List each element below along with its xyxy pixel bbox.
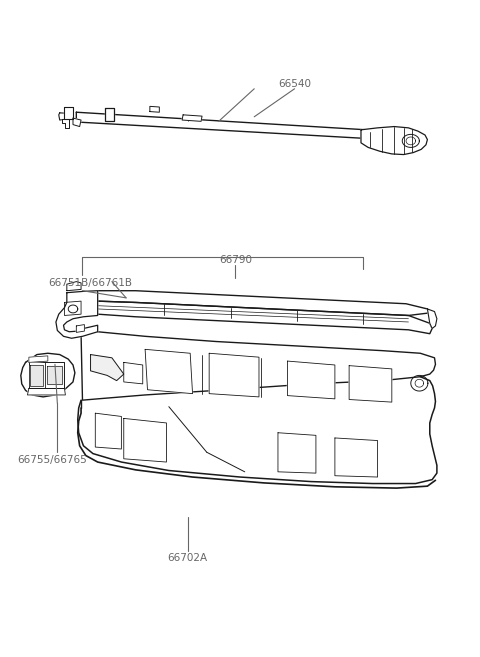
Polygon shape	[349, 366, 392, 402]
Polygon shape	[29, 363, 64, 388]
Polygon shape	[59, 113, 73, 120]
Polygon shape	[145, 350, 192, 394]
Polygon shape	[73, 118, 81, 127]
Polygon shape	[78, 376, 437, 484]
Polygon shape	[67, 282, 81, 290]
Polygon shape	[64, 107, 73, 119]
Polygon shape	[27, 388, 65, 395]
Polygon shape	[83, 290, 430, 315]
Polygon shape	[21, 353, 75, 397]
Polygon shape	[124, 419, 167, 462]
Polygon shape	[76, 112, 420, 141]
Polygon shape	[150, 106, 159, 112]
Text: 66702A: 66702A	[168, 553, 208, 563]
Polygon shape	[30, 365, 43, 386]
Polygon shape	[335, 438, 378, 477]
Polygon shape	[76, 325, 84, 332]
Polygon shape	[56, 290, 97, 338]
Polygon shape	[105, 108, 114, 122]
Polygon shape	[47, 367, 62, 384]
Polygon shape	[124, 363, 143, 384]
Text: 66755/66765: 66755/66765	[17, 455, 87, 465]
Polygon shape	[96, 413, 121, 449]
Text: 66790: 66790	[219, 255, 252, 265]
Polygon shape	[91, 355, 124, 380]
Polygon shape	[288, 361, 335, 399]
Polygon shape	[278, 433, 316, 473]
Polygon shape	[361, 127, 427, 154]
Polygon shape	[427, 309, 437, 328]
Polygon shape	[81, 332, 435, 400]
Polygon shape	[83, 301, 432, 334]
Text: 66540: 66540	[278, 79, 311, 89]
Polygon shape	[29, 356, 48, 363]
Polygon shape	[209, 353, 259, 397]
Text: 66751B/66761B: 66751B/66761B	[48, 278, 132, 288]
Polygon shape	[62, 119, 69, 128]
Polygon shape	[182, 115, 202, 122]
